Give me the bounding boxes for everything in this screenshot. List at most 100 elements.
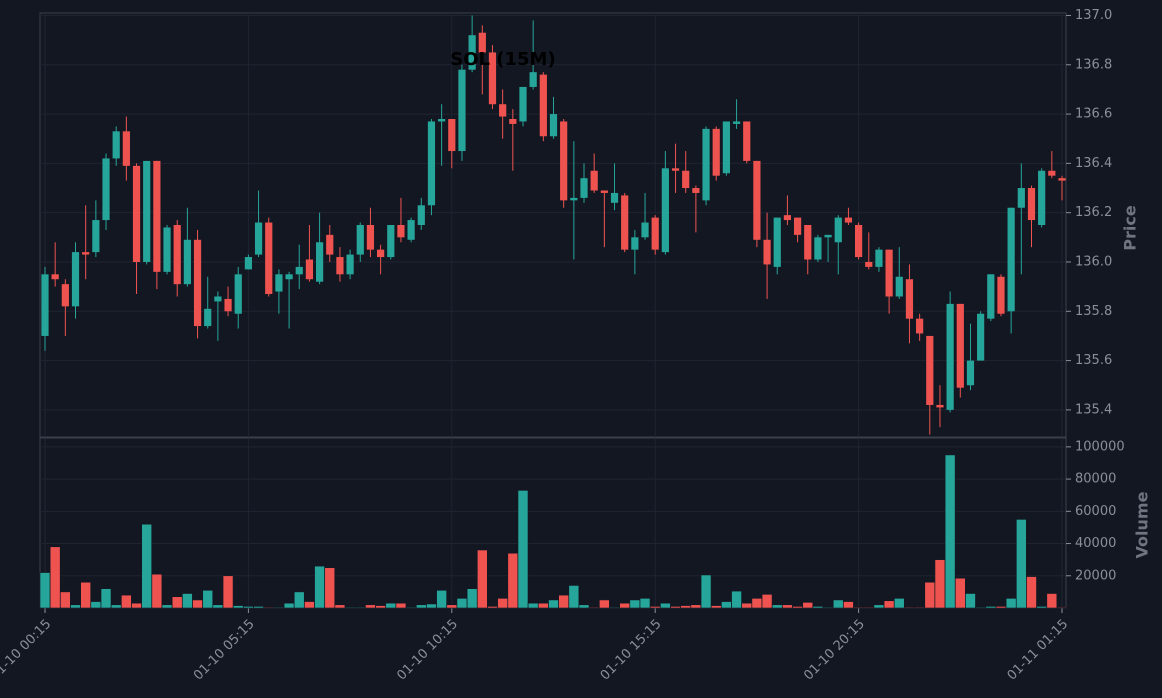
candle-body	[712, 128, 720, 176]
candle-body	[275, 274, 283, 292]
volume-bar	[507, 552, 519, 609]
volume-bar	[161, 604, 173, 609]
candle-body	[987, 274, 995, 319]
candle-body	[326, 234, 334, 255]
candle-body	[977, 313, 985, 361]
volume-bar	[100, 588, 112, 609]
candle-body	[916, 318, 924, 334]
volume-bar	[365, 604, 376, 609]
y-tick-label: 100000	[1075, 439, 1125, 454]
volume-bar	[904, 606, 915, 609]
volume-bar	[619, 602, 630, 609]
volume-bar	[588, 606, 600, 609]
candle-body	[834, 217, 842, 243]
volume-bar	[944, 454, 956, 609]
volume-bar	[212, 604, 224, 609]
y-tick-label: 135.4	[1075, 402, 1112, 417]
volume-bar	[629, 599, 641, 609]
volume-bar	[741, 602, 753, 609]
volume-bar	[344, 606, 356, 609]
volume-bar	[548, 599, 559, 609]
candle-body	[173, 225, 181, 285]
volume-axis-label: Volume	[1133, 491, 1152, 558]
volume-bar	[751, 598, 763, 609]
candle-body	[885, 249, 893, 297]
candle-body	[336, 257, 344, 275]
candle-body	[895, 276, 903, 297]
volume-bar	[700, 574, 712, 609]
candle-body	[377, 249, 385, 258]
volume-bar	[761, 594, 773, 609]
y-tick-label: 136.6	[1075, 107, 1112, 122]
candle-body	[499, 104, 507, 117]
candle-body	[51, 274, 59, 280]
candle-body	[509, 119, 517, 124]
volume-bar	[965, 593, 976, 609]
volume-bar	[832, 599, 844, 609]
candle-body	[661, 168, 669, 253]
volume-bar	[131, 602, 142, 609]
candle-body	[966, 360, 975, 386]
candle-body	[41, 274, 49, 336]
volume-bar	[385, 602, 397, 609]
candle-body	[183, 239, 191, 285]
candle-body	[793, 217, 802, 235]
candle-body	[844, 217, 853, 223]
volume-bar	[222, 575, 234, 609]
volume-bar	[324, 567, 336, 609]
volume-bar	[517, 490, 529, 609]
candle-body	[570, 197, 578, 201]
candle-body	[814, 237, 822, 260]
candle-body	[61, 284, 69, 307]
y-tick-label: 60000	[1075, 504, 1116, 519]
volume-bar	[202, 589, 214, 609]
candle-body	[926, 335, 934, 405]
candle-body	[651, 217, 659, 250]
candle-body	[621, 195, 629, 250]
x-tick-label: 01-10 20:15	[801, 617, 868, 684]
candle-body	[234, 274, 242, 314]
candle-body	[224, 298, 232, 312]
volume-bar	[843, 601, 854, 609]
volume-bar	[436, 589, 447, 609]
candle-body	[71, 252, 80, 307]
y-tick-label: 135.6	[1075, 353, 1112, 368]
plot-layer: 01-10 00:15 01-10 05:15 01-10 10:15 01-10 1…	[0, 8, 1125, 683]
volume-bar	[182, 593, 193, 609]
candle-body	[956, 303, 964, 388]
y-tick-label: 137.0	[1075, 8, 1112, 23]
candle-body	[356, 225, 364, 255]
candle-body	[743, 121, 751, 161]
volume-bar	[954, 577, 966, 609]
volume-bar	[121, 594, 132, 609]
volume-bar	[415, 604, 427, 609]
candle-body	[732, 121, 741, 124]
candle-body	[1048, 170, 1056, 176]
candle-body	[936, 404, 944, 408]
volume-bar	[334, 604, 346, 609]
candle-body	[1038, 170, 1046, 225]
candle-body	[682, 170, 690, 189]
volume-bar	[171, 596, 183, 609]
volume-bar	[578, 604, 590, 609]
candle-body	[305, 259, 314, 280]
volume-bar	[975, 606, 986, 609]
volume-bar	[792, 606, 803, 609]
candle-body	[600, 190, 608, 193]
candle-body	[366, 225, 375, 250]
volume-bar	[39, 572, 51, 609]
y-tick-label: 135.8	[1075, 304, 1112, 319]
volume-bar	[90, 601, 102, 609]
volume-bar	[293, 591, 305, 609]
candle-body	[519, 86, 527, 122]
volume-bar	[60, 591, 71, 609]
volume-bar	[446, 604, 458, 609]
candle-body	[824, 234, 832, 238]
volume-bar	[721, 601, 732, 609]
volume-bar	[151, 573, 163, 609]
volume-bar	[568, 585, 580, 609]
volume-bar	[1036, 606, 1047, 609]
volume-bar	[924, 581, 936, 609]
chart-title: SOL (15M)	[450, 49, 555, 70]
volume-bar	[893, 598, 905, 609]
